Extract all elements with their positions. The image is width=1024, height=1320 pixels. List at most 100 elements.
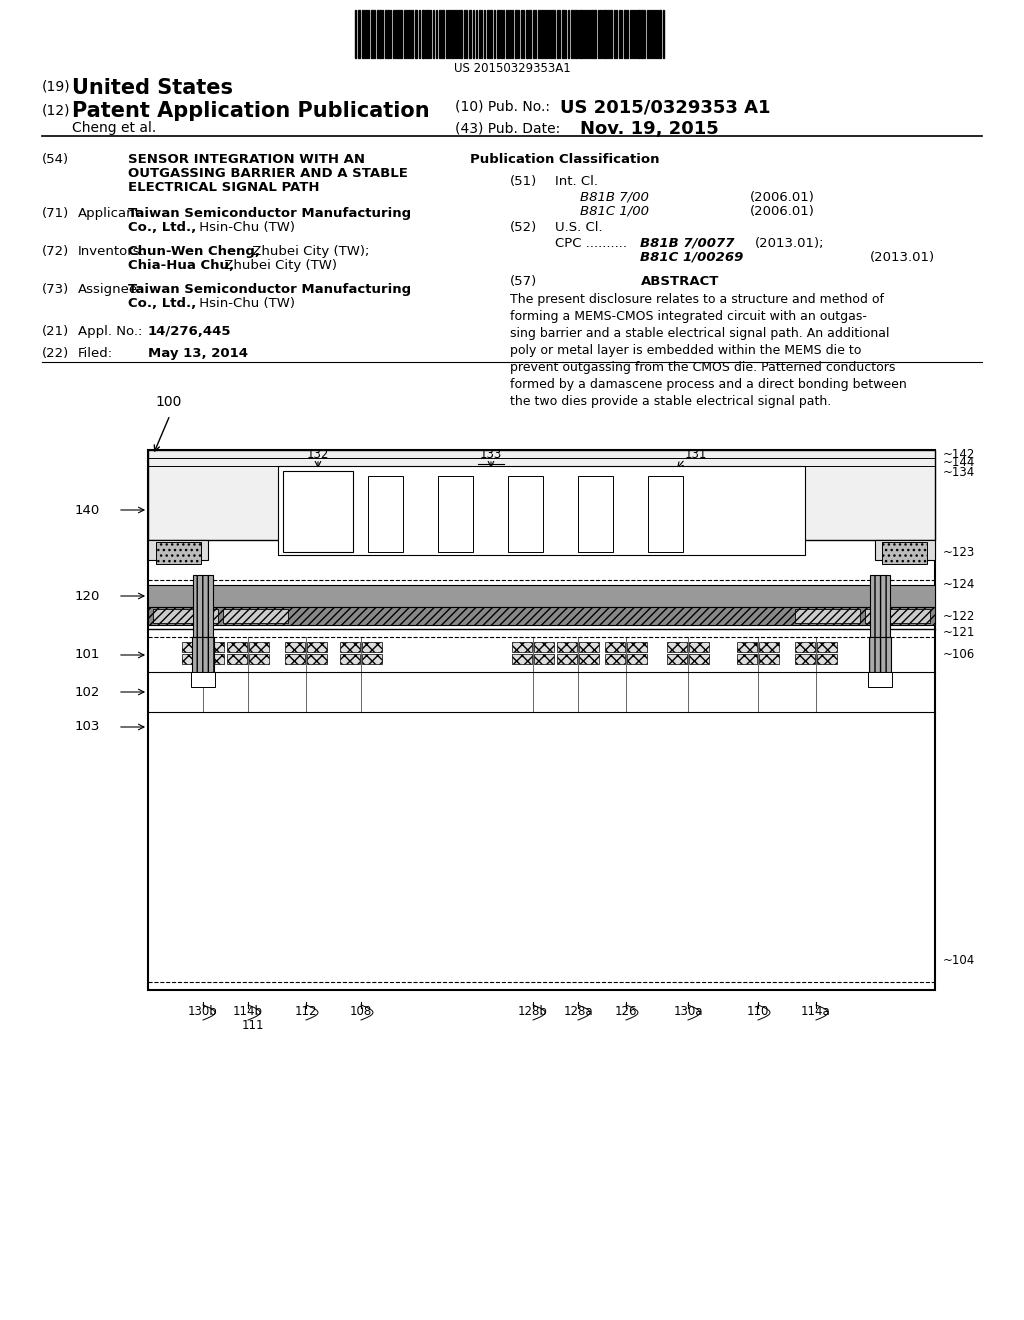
Bar [575,11,577,58]
Bar [438,477,473,552]
Bar [397,11,399,58]
Bar [227,642,247,652]
Bar [387,11,389,58]
Text: 102: 102 [75,685,100,698]
Bar [641,11,643,58]
Bar [817,642,837,652]
Text: Filed:: Filed: [78,347,113,360]
Bar [415,11,417,58]
Text: Taiwan Semiconductor Manufacturing: Taiwan Semiconductor Manufacturing [128,282,411,296]
Bar [227,653,247,664]
Bar [427,11,429,58]
Bar [148,585,935,607]
Bar [759,642,779,652]
Text: U.S. Cl.: U.S. Cl. [555,220,603,234]
Text: 128a: 128a [563,1005,593,1018]
Text: 126: 126 [614,1005,637,1018]
Text: 100: 100 [155,395,181,409]
Bar [512,653,532,664]
Text: ~106: ~106 [943,648,975,661]
Text: (19): (19) [42,81,71,94]
Text: Cheng et al.: Cheng et al. [72,121,157,135]
Text: (71): (71) [42,207,70,220]
Bar [340,642,360,652]
Text: Applicant:: Applicant: [78,207,145,220]
Bar [379,11,381,58]
Text: ~144: ~144 [943,455,976,469]
Text: 140: 140 [75,503,100,516]
Text: Chun-Wen Cheng,: Chun-Wen Cheng, [128,246,260,257]
Text: (72): (72) [42,246,70,257]
Bar [148,450,935,540]
Text: (43) Pub. Date:: (43) Pub. Date: [455,121,560,135]
Text: 110: 110 [746,1005,769,1018]
Bar [579,653,599,664]
Bar [627,653,647,664]
Bar [204,642,224,652]
Bar [153,609,218,623]
Bar [624,11,626,58]
Text: B81C 1/00: B81C 1/00 [580,205,649,218]
Bar [759,653,779,664]
Bar [604,11,606,58]
Bar [148,540,208,560]
Text: OUTGASSING BARRIER AND A STABLE: OUTGASSING BARRIER AND A STABLE [128,168,408,180]
Bar [865,609,930,623]
Bar [605,642,625,652]
Bar [874,540,935,560]
Bar [627,642,647,652]
Text: US 2015/0329353 A1: US 2015/0329353 A1 [560,99,770,117]
Text: 133: 133 [480,447,502,461]
Text: 111: 111 [242,1019,264,1032]
Text: (51): (51) [510,176,538,187]
Bar [508,477,543,552]
Text: ELECTRICAL SIGNAL PATH: ELECTRICAL SIGNAL PATH [128,181,319,194]
Bar [529,11,531,58]
Text: SENSOR INTEGRATION WITH AN: SENSOR INTEGRATION WITH AN [128,153,365,166]
Bar [283,471,353,552]
Text: (57): (57) [510,275,538,288]
Bar [659,11,662,58]
Bar [882,543,927,564]
Text: Co., Ltd.,: Co., Ltd., [128,297,197,310]
Bar [557,642,577,652]
Bar [534,653,554,664]
Text: 130b: 130b [188,1005,218,1018]
Bar [515,11,517,58]
Bar [182,642,202,652]
Bar [795,642,815,652]
Text: 128b: 128b [518,1005,548,1018]
Bar [340,653,360,664]
Bar [579,642,599,652]
Bar [689,653,709,664]
Text: 14/276,445: 14/276,445 [148,325,231,338]
Bar [278,466,805,554]
Text: B81B 7/0077: B81B 7/0077 [640,238,734,249]
Bar [648,477,683,552]
Bar [362,653,382,664]
Text: ~104: ~104 [943,953,975,966]
Text: Assignee:: Assignee: [78,282,142,296]
Bar [817,653,837,664]
Text: 112: 112 [295,1005,317,1018]
Bar [795,653,815,664]
Bar [368,477,403,552]
Bar [460,11,462,58]
Bar [371,11,373,58]
Text: Co., Ltd.,: Co., Ltd., [128,220,197,234]
Bar [562,11,564,58]
Bar [182,653,202,664]
Bar [689,642,709,652]
Text: The present disclosure relates to a structure and method of
forming a MEMS-CMOS : The present disclosure relates to a stru… [510,293,906,408]
Text: (12): (12) [42,103,71,117]
Text: 114a: 114a [801,1005,830,1018]
Text: (54): (54) [42,153,70,166]
Bar [594,11,596,58]
Bar [223,609,288,623]
Bar [667,653,687,664]
Bar [737,642,757,652]
Bar [868,672,892,686]
Bar [400,11,402,58]
Text: 108: 108 [350,1005,372,1018]
Bar [362,642,382,652]
